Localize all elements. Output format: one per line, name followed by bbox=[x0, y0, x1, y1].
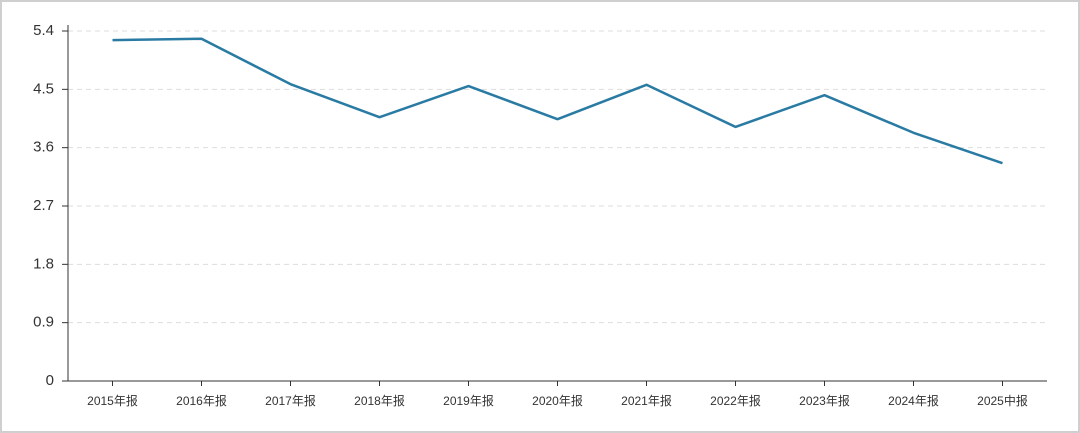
y-tick-label: 0 bbox=[46, 372, 54, 389]
x-tick-label: 2017年报 bbox=[265, 393, 316, 408]
y-tick-label: 0.9 bbox=[33, 314, 54, 331]
y-tick-label: 5.4 bbox=[33, 22, 54, 39]
x-tick-label: 2018年报 bbox=[354, 393, 405, 408]
y-tick-label: 1.8 bbox=[33, 255, 54, 272]
y-tick-label: 2.7 bbox=[33, 197, 54, 214]
y-tick-label: 4.5 bbox=[33, 80, 54, 97]
y-tick-label: 3.6 bbox=[33, 139, 54, 156]
x-tick-label: 2015年报 bbox=[87, 393, 138, 408]
x-tick-label: 2024年报 bbox=[888, 393, 939, 408]
x-tick-label: 2025中报 bbox=[977, 393, 1028, 408]
x-tick-label: 2019年报 bbox=[443, 393, 494, 408]
x-tick-label: 2022年报 bbox=[710, 393, 761, 408]
x-tick-label: 2021年报 bbox=[621, 393, 672, 408]
x-tick-label: 2023年报 bbox=[799, 393, 850, 408]
x-tick-label: 2016年报 bbox=[176, 393, 227, 408]
line bbox=[112, 37, 1003, 165]
x-tick-label: 2020年报 bbox=[532, 393, 583, 408]
